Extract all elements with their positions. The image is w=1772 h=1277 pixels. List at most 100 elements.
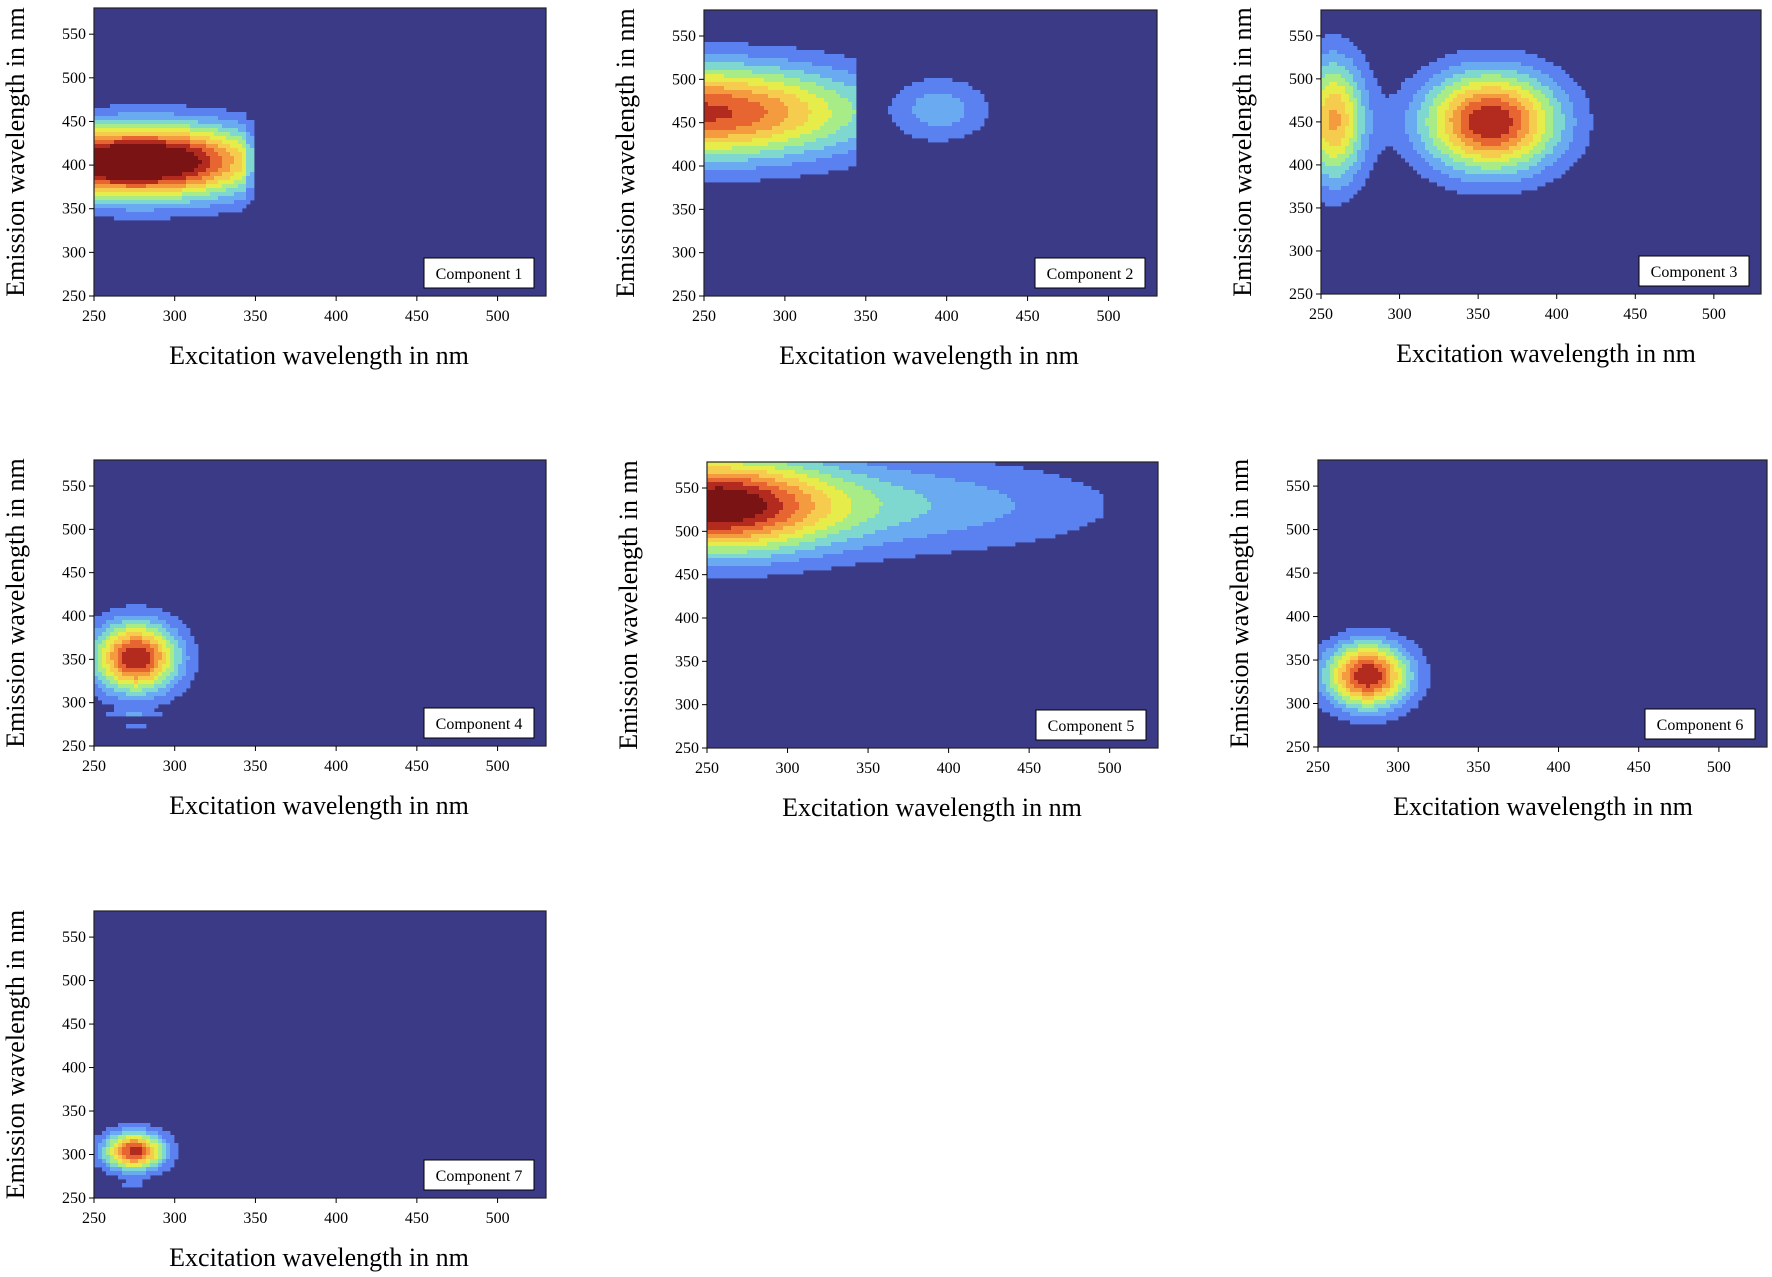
heatmap-cell — [1337, 50, 1342, 55]
heatmap-cell — [1485, 166, 1490, 171]
heatmap-cell — [118, 660, 123, 665]
heatmap-cell — [1517, 170, 1522, 175]
heatmap-cell — [154, 104, 159, 109]
heatmap-cell — [1453, 150, 1458, 155]
heatmap-cell — [1509, 114, 1514, 119]
heatmap-cell — [1333, 198, 1338, 203]
heatmap-cell — [1409, 122, 1414, 127]
heatmap-cell — [1525, 110, 1530, 115]
heatmap-cell — [760, 98, 765, 103]
heatmap-cell — [1457, 66, 1462, 71]
heatmap-cell — [130, 196, 135, 201]
heatmap-cell — [800, 98, 805, 103]
heatmap-cell — [1357, 94, 1362, 99]
heatmap-cell — [1333, 142, 1338, 147]
heatmap-cell — [724, 150, 729, 155]
heatmap-cell — [138, 216, 143, 221]
heatmap-cell — [1457, 102, 1462, 107]
heatmap-cell — [1385, 138, 1390, 143]
heatmap-cell — [182, 152, 187, 157]
heatmap-cell — [1453, 138, 1458, 143]
heatmap-cell — [764, 170, 769, 175]
heatmap-cell — [114, 628, 119, 633]
heatmap-cell — [94, 212, 99, 217]
heatmap-cell — [1465, 58, 1470, 63]
heatmap-cell — [736, 126, 741, 131]
heatmap-cell — [1577, 122, 1582, 127]
heatmap-cell — [1469, 98, 1474, 103]
heatmap-cell — [844, 138, 849, 143]
heatmap-cell — [130, 620, 135, 625]
heatmap-cell — [1413, 158, 1418, 163]
heatmap-cell — [788, 158, 793, 163]
heatmap-cell — [780, 94, 785, 99]
heatmap-cell — [1529, 114, 1534, 119]
heatmap-cell — [752, 158, 757, 163]
heatmap-cell — [1329, 130, 1334, 135]
heatmap-cell — [816, 126, 821, 131]
heatmap-cell — [724, 146, 729, 151]
heatmap-cell — [1461, 74, 1466, 79]
heatmap-cell — [1357, 146, 1362, 151]
heatmap-cell — [210, 180, 215, 185]
heatmap-cell — [110, 632, 115, 637]
heatmap-cell — [1369, 74, 1374, 79]
heatmap-cell — [102, 672, 107, 677]
heatmap-cell — [736, 90, 741, 95]
heatmap-cell — [1509, 138, 1514, 143]
heatmap-cell — [772, 78, 777, 83]
heatmap-cell — [1501, 102, 1506, 107]
heatmap-cell — [1321, 126, 1326, 131]
heatmap-cell — [202, 128, 207, 133]
heatmap-cell — [784, 142, 789, 147]
heatmap-cell — [800, 146, 805, 151]
heatmap-cell — [1453, 114, 1458, 119]
heatmap-cell — [154, 120, 159, 125]
heatmap-cell — [1545, 110, 1550, 115]
heatmap-cell — [740, 118, 745, 123]
heatmap-cell — [122, 648, 127, 653]
heatmap-cell — [1401, 94, 1406, 99]
heatmap-cell — [756, 178, 761, 183]
heatmap-cell — [1365, 142, 1370, 147]
heatmap-cell — [736, 102, 741, 107]
heatmap-cell — [712, 102, 717, 107]
heatmap-cell — [1369, 146, 1374, 151]
heatmap-cell — [250, 196, 255, 201]
heatmap-cell — [222, 172, 227, 177]
heatmap-cell — [158, 196, 163, 201]
heatmap-cell — [716, 58, 721, 63]
heatmap-cell — [1505, 186, 1510, 191]
heatmap-cell — [166, 212, 171, 217]
heatmap-cell — [186, 168, 191, 173]
heatmap-cell — [1513, 70, 1518, 75]
heatmap-cell — [1345, 126, 1350, 131]
heatmap-cell — [1321, 38, 1326, 43]
heatmap-cell — [908, 98, 913, 103]
heatmap-cell — [1529, 98, 1534, 103]
heatmap-cell — [1437, 122, 1442, 127]
heatmap-cell — [840, 98, 845, 103]
heatmap-cell — [756, 58, 761, 63]
heatmap-cell — [1433, 178, 1438, 183]
heatmap-cell — [956, 134, 961, 139]
heatmap-cell — [114, 116, 119, 121]
heatmap-cell — [748, 170, 753, 175]
heatmap-cell — [1489, 146, 1494, 151]
heatmap-cell — [1561, 166, 1566, 171]
heatmap-cell — [704, 162, 709, 167]
heatmap-cell — [1433, 102, 1438, 107]
heatmap-cell — [1345, 186, 1350, 191]
heatmap-cell — [836, 158, 841, 163]
heatmap-cell — [756, 138, 761, 143]
heatmap-cell — [1521, 174, 1526, 179]
heatmap-cell — [94, 640, 99, 645]
heatmap-cell — [908, 90, 913, 95]
heatmap-cell — [170, 112, 175, 117]
heatmap-cell — [1513, 82, 1518, 87]
heatmap-cell — [110, 616, 115, 621]
heatmap-cell — [198, 152, 203, 157]
heatmap-cell — [1569, 98, 1574, 103]
